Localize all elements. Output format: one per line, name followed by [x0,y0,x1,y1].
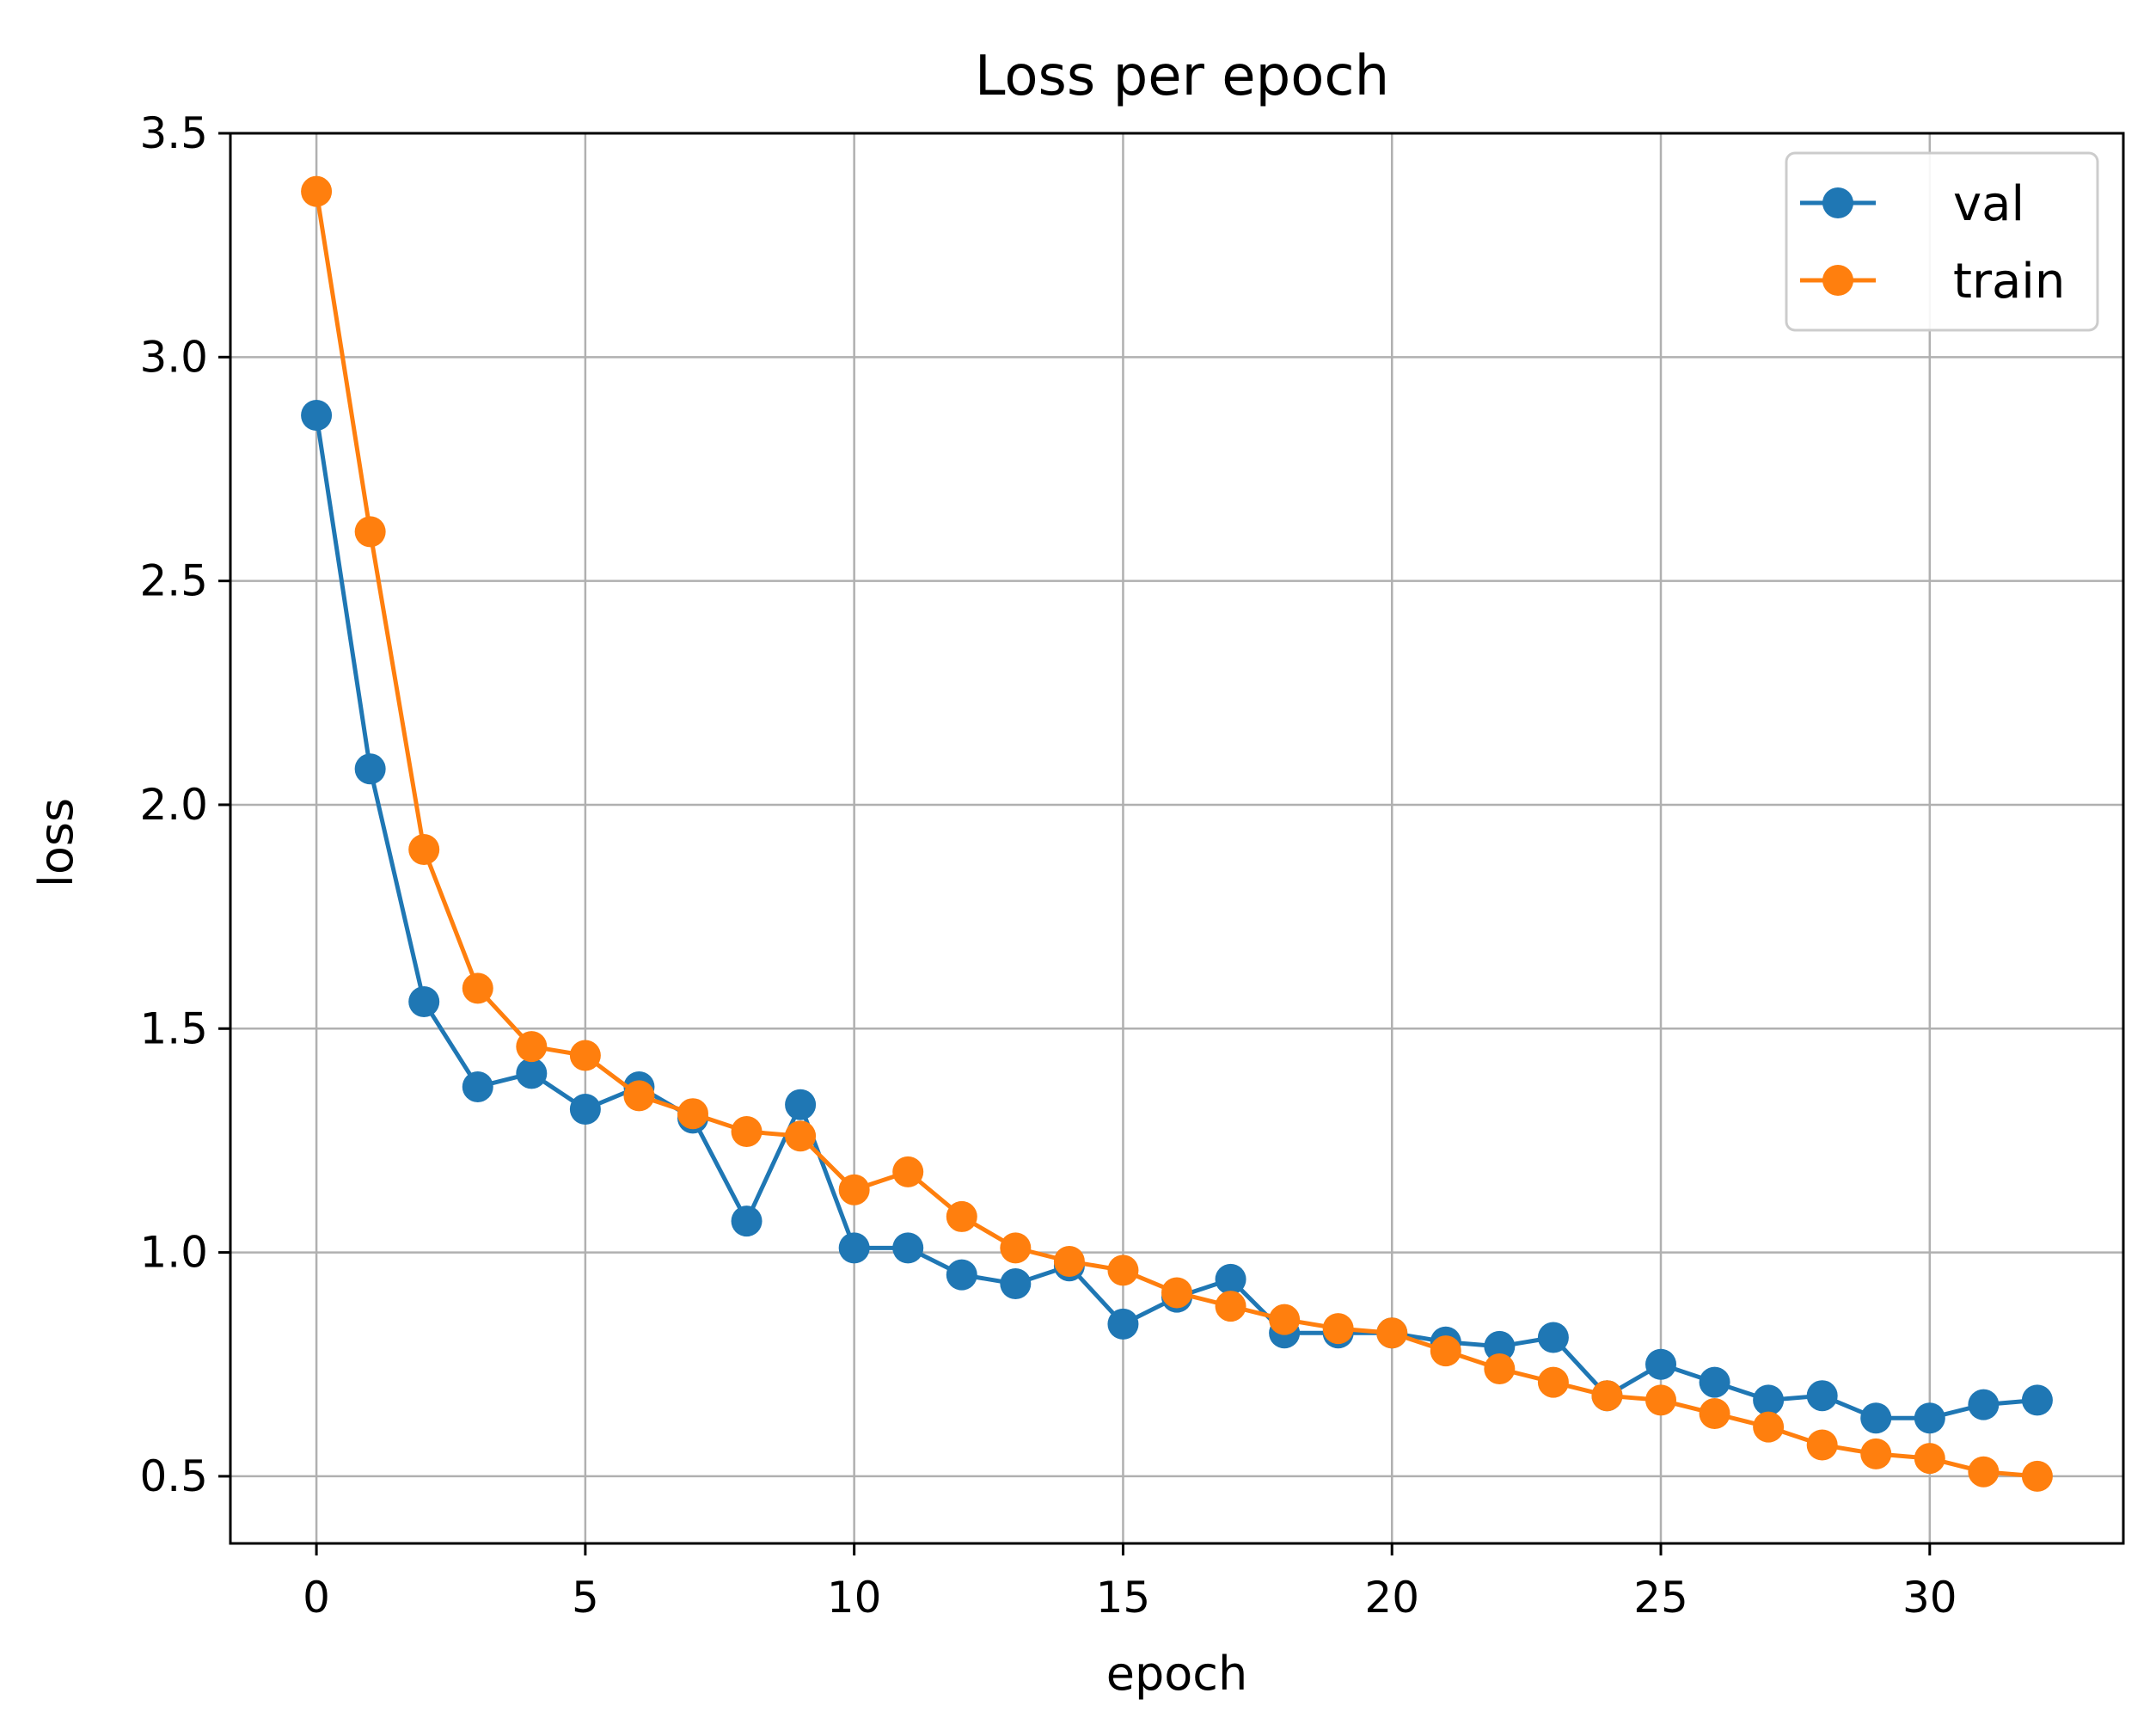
val-data-point [731,1205,763,1237]
train-data-point [892,1156,924,1187]
val-data-point [2021,1384,2053,1416]
train-data-point [1430,1335,1461,1367]
x-axis-title: epoch [1106,1647,1247,1701]
train-data-point [1591,1380,1623,1412]
y-axis-title: loss [29,798,83,887]
legend-box [1785,151,2099,332]
val-data-point [354,753,386,785]
x-tick-label: 30 [1902,1573,1957,1623]
val-data-point [1968,1389,2000,1420]
train-data-point [1537,1366,1569,1398]
axis-ticks: 0 5 10 15 20 25 30 0.5 1.0 1.5 2.0 2.5 3.0 3.5 [139,108,1957,1623]
y-tick-label: 0.5 [139,1451,208,1501]
train-data-point [354,516,386,548]
val-data-point [892,1232,924,1264]
train-data-point [1484,1353,1516,1384]
legend-val-label: val [1953,176,2024,232]
val-data-point [1215,1263,1246,1295]
y-tick-label: 1.0 [139,1228,208,1278]
val-data-point [1914,1402,1945,1434]
plot-frame [229,132,2125,1545]
val-data-point [462,1071,493,1102]
train-data-point [569,1040,601,1071]
val-data-point [569,1093,601,1125]
val-data-point [1484,1330,1516,1362]
val-data-point [838,1232,870,1264]
train-data-point [1053,1246,1085,1277]
x-tick-label: 0 [303,1573,330,1623]
train-data-point [1968,1456,2000,1488]
legend-train-marker [1822,265,1853,296]
train-data-point [1215,1291,1246,1322]
train-data-point [677,1098,708,1130]
train-data-point [838,1174,870,1205]
val-data-point [408,986,440,1018]
x-tick-label: 20 [1364,1573,1419,1623]
val-data-point [946,1259,977,1291]
y-tick-label: 2.0 [139,780,208,830]
chart-title: Loss per epoch [975,45,1389,108]
val-data-point [301,400,333,431]
train-data-point [1161,1277,1192,1309]
x-tick-label: 15 [1096,1573,1151,1623]
val-data-point [1860,1402,1892,1434]
train-data-point [1000,1232,1032,1264]
y-tick-label: 3.5 [139,108,208,158]
train-data-point [623,1080,655,1112]
train-data-point [462,972,493,1004]
val-data-point [1806,1380,1838,1412]
val-data-point [1107,1308,1139,1340]
val-data-point [1753,1384,1785,1416]
val-data-point [1645,1348,1677,1380]
val-data-point [785,1089,817,1120]
train-data-point [1269,1304,1301,1335]
train-data-point [1107,1255,1139,1286]
train-data-point [1645,1384,1677,1416]
train-data-point [1376,1317,1408,1349]
train-data-point [1699,1398,1730,1430]
train-data-point [1322,1313,1354,1345]
legend: val train [1785,151,2099,332]
y-tick-label: 3.0 [139,332,208,382]
train-data-point [408,834,440,866]
train-data-point [516,1031,548,1063]
val-data-point [1000,1268,1032,1300]
legend-val-marker [1822,187,1853,218]
train-data-point [1753,1411,1785,1443]
data-series [301,175,2053,1492]
y-tick-label: 2.5 [139,556,208,606]
val-data-point [1537,1322,1569,1353]
x-tick-label: 25 [1633,1573,1688,1623]
val-data-point [516,1058,548,1089]
x-tick-label: 5 [572,1573,599,1623]
y-tick-label: 1.5 [139,1003,208,1053]
train-data-point [731,1116,763,1148]
train-data-point [785,1120,817,1152]
train-data-point [1914,1443,1945,1475]
train-data-point [301,175,333,207]
x-tick-label: 10 [827,1573,882,1623]
train-data-point [946,1200,977,1232]
val-data-point [1699,1366,1730,1398]
train-data-point [1806,1429,1838,1461]
train-data-point [2021,1460,2053,1492]
legend-train-label: train [1953,254,2065,310]
train-data-point [1860,1438,1892,1469]
